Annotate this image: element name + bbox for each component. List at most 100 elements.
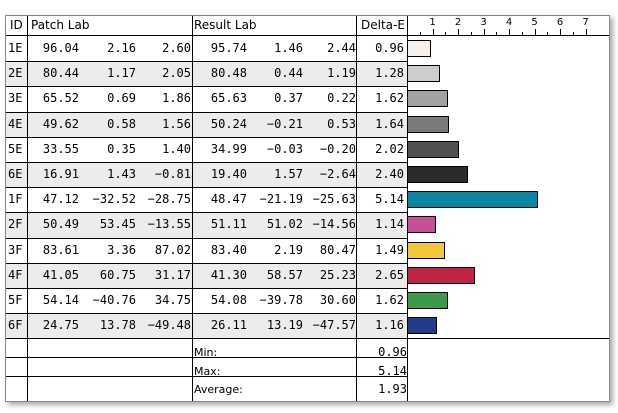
cell-rL: 48.47 <box>210 192 247 207</box>
cell-pb: 31.17 <box>154 267 191 282</box>
cell-pa: 3.36 <box>107 242 136 257</box>
summary-max-value: 5.14 <box>378 364 407 378</box>
row-id: 5F <box>8 293 23 307</box>
cell-de: 1.16 <box>375 318 404 333</box>
row-separator <box>6 111 407 113</box>
bar-5F <box>407 292 448 309</box>
row-background <box>6 212 407 238</box>
cell-rb: 80.47 <box>319 242 356 257</box>
cell-pb: −0.81 <box>154 167 191 181</box>
cell-rL: 26.11 <box>210 318 247 333</box>
cell-de: 0.96 <box>375 41 404 55</box>
cell-pa: 1.43 <box>107 167 136 181</box>
axis-tick-mark <box>458 29 459 35</box>
cell-pb: −28.75 <box>147 192 191 207</box>
bar-3F <box>407 241 445 259</box>
cell-pb: 1.40 <box>162 141 191 156</box>
cell-pL: 54.14 <box>42 293 79 307</box>
row-id: 6E <box>8 167 23 181</box>
cell-rL: 54.08 <box>210 293 247 307</box>
bar-2E <box>407 65 440 83</box>
axis-tick-mark <box>585 29 587 35</box>
cell-pL: 80.44 <box>42 66 79 81</box>
cell-pb: 2.05 <box>162 66 191 81</box>
axis-tick-mark <box>483 29 485 35</box>
row-separator <box>6 313 407 315</box>
row-background <box>6 313 407 339</box>
cell-ra: 1.57 <box>274 167 303 181</box>
row-separator <box>6 187 407 189</box>
cell-rL: 83.40 <box>210 242 247 257</box>
row-background <box>6 61 407 87</box>
axis-minor-tick <box>496 32 498 35</box>
cell-rb: 25.23 <box>319 267 356 282</box>
axis-tick-mark <box>509 29 510 35</box>
cell-de: 1.64 <box>375 116 404 131</box>
cell-rL: 19.40 <box>210 167 247 181</box>
bar-6E <box>407 166 468 183</box>
column-separator <box>192 16 193 401</box>
cell-pa: 53.45 <box>99 217 136 232</box>
axis-tick-label: 1 <box>429 17 436 28</box>
summary-max-label: Max: <box>194 365 221 378</box>
row-background <box>6 162 407 188</box>
row-id: 4E <box>8 116 23 131</box>
summary-average-value: 1.93 <box>378 382 407 396</box>
bar-2F <box>407 216 436 234</box>
cell-pb: 2.60 <box>162 41 191 55</box>
axis-minor-tick <box>470 32 472 35</box>
bar-4E <box>407 115 449 133</box>
cell-pb: 87.02 <box>154 242 191 257</box>
cell-ra: −39.78 <box>259 293 303 307</box>
axis-tick-label: 3 <box>480 17 487 28</box>
row-separator <box>6 86 407 88</box>
cell-pa: 0.35 <box>107 141 136 156</box>
cell-rL: 34.99 <box>210 141 247 156</box>
cell-ra: −0.03 <box>266 141 303 156</box>
summary-min-value: 0.96 <box>378 345 407 359</box>
cell-pL: 83.61 <box>42 242 79 257</box>
row-id: 1F <box>8 192 23 207</box>
header-id: ID <box>10 18 23 32</box>
cell-rL: 65.63 <box>210 91 247 106</box>
axis-minor-tick <box>547 32 549 35</box>
axis-minor-tick <box>445 32 447 35</box>
cell-rL: 41.30 <box>210 267 247 282</box>
cell-rb: 30.60 <box>319 293 356 307</box>
cell-ra: 58.57 <box>266 267 303 282</box>
cell-rb: 1.19 <box>327 66 356 81</box>
cell-de: 2.65 <box>375 267 404 282</box>
cell-ra: −21.19 <box>259 192 303 207</box>
bar-4F <box>407 266 475 284</box>
row-separator <box>6 162 407 163</box>
data-bottom-separator <box>6 338 609 340</box>
row-id: 6F <box>8 318 23 333</box>
row-id: 3F <box>8 242 23 257</box>
cell-pa: 2.16 <box>107 41 136 55</box>
cell-pa: 1.17 <box>107 66 136 81</box>
bar-3E <box>407 90 448 108</box>
axis-tick-mark <box>534 29 536 35</box>
cell-ra: 0.44 <box>274 66 303 81</box>
cell-ra: 2.19 <box>274 242 303 257</box>
axis-tick-mark <box>560 29 561 35</box>
cell-pa: 0.69 <box>107 91 136 106</box>
cell-pL: 33.55 <box>42 141 79 156</box>
row-id: 3E <box>8 91 23 106</box>
cell-pL: 47.12 <box>42 192 79 207</box>
row-background <box>6 262 407 288</box>
cell-rb: −0.20 <box>319 141 356 156</box>
axis-tick-mark <box>432 29 434 35</box>
row-id: 5E <box>8 141 23 156</box>
bar-5E <box>407 140 459 158</box>
row-separator <box>6 61 407 63</box>
cell-de: 1.49 <box>375 242 404 257</box>
cell-pb: −13.55 <box>147 217 191 232</box>
axis-minor-tick <box>419 32 421 35</box>
header-patch-lab: Patch Lab <box>31 18 90 32</box>
column-separator <box>27 16 28 401</box>
row-id: 1E <box>8 41 23 55</box>
axis-tick-label: 5 <box>531 17 538 28</box>
cell-rL: 50.24 <box>210 116 247 131</box>
